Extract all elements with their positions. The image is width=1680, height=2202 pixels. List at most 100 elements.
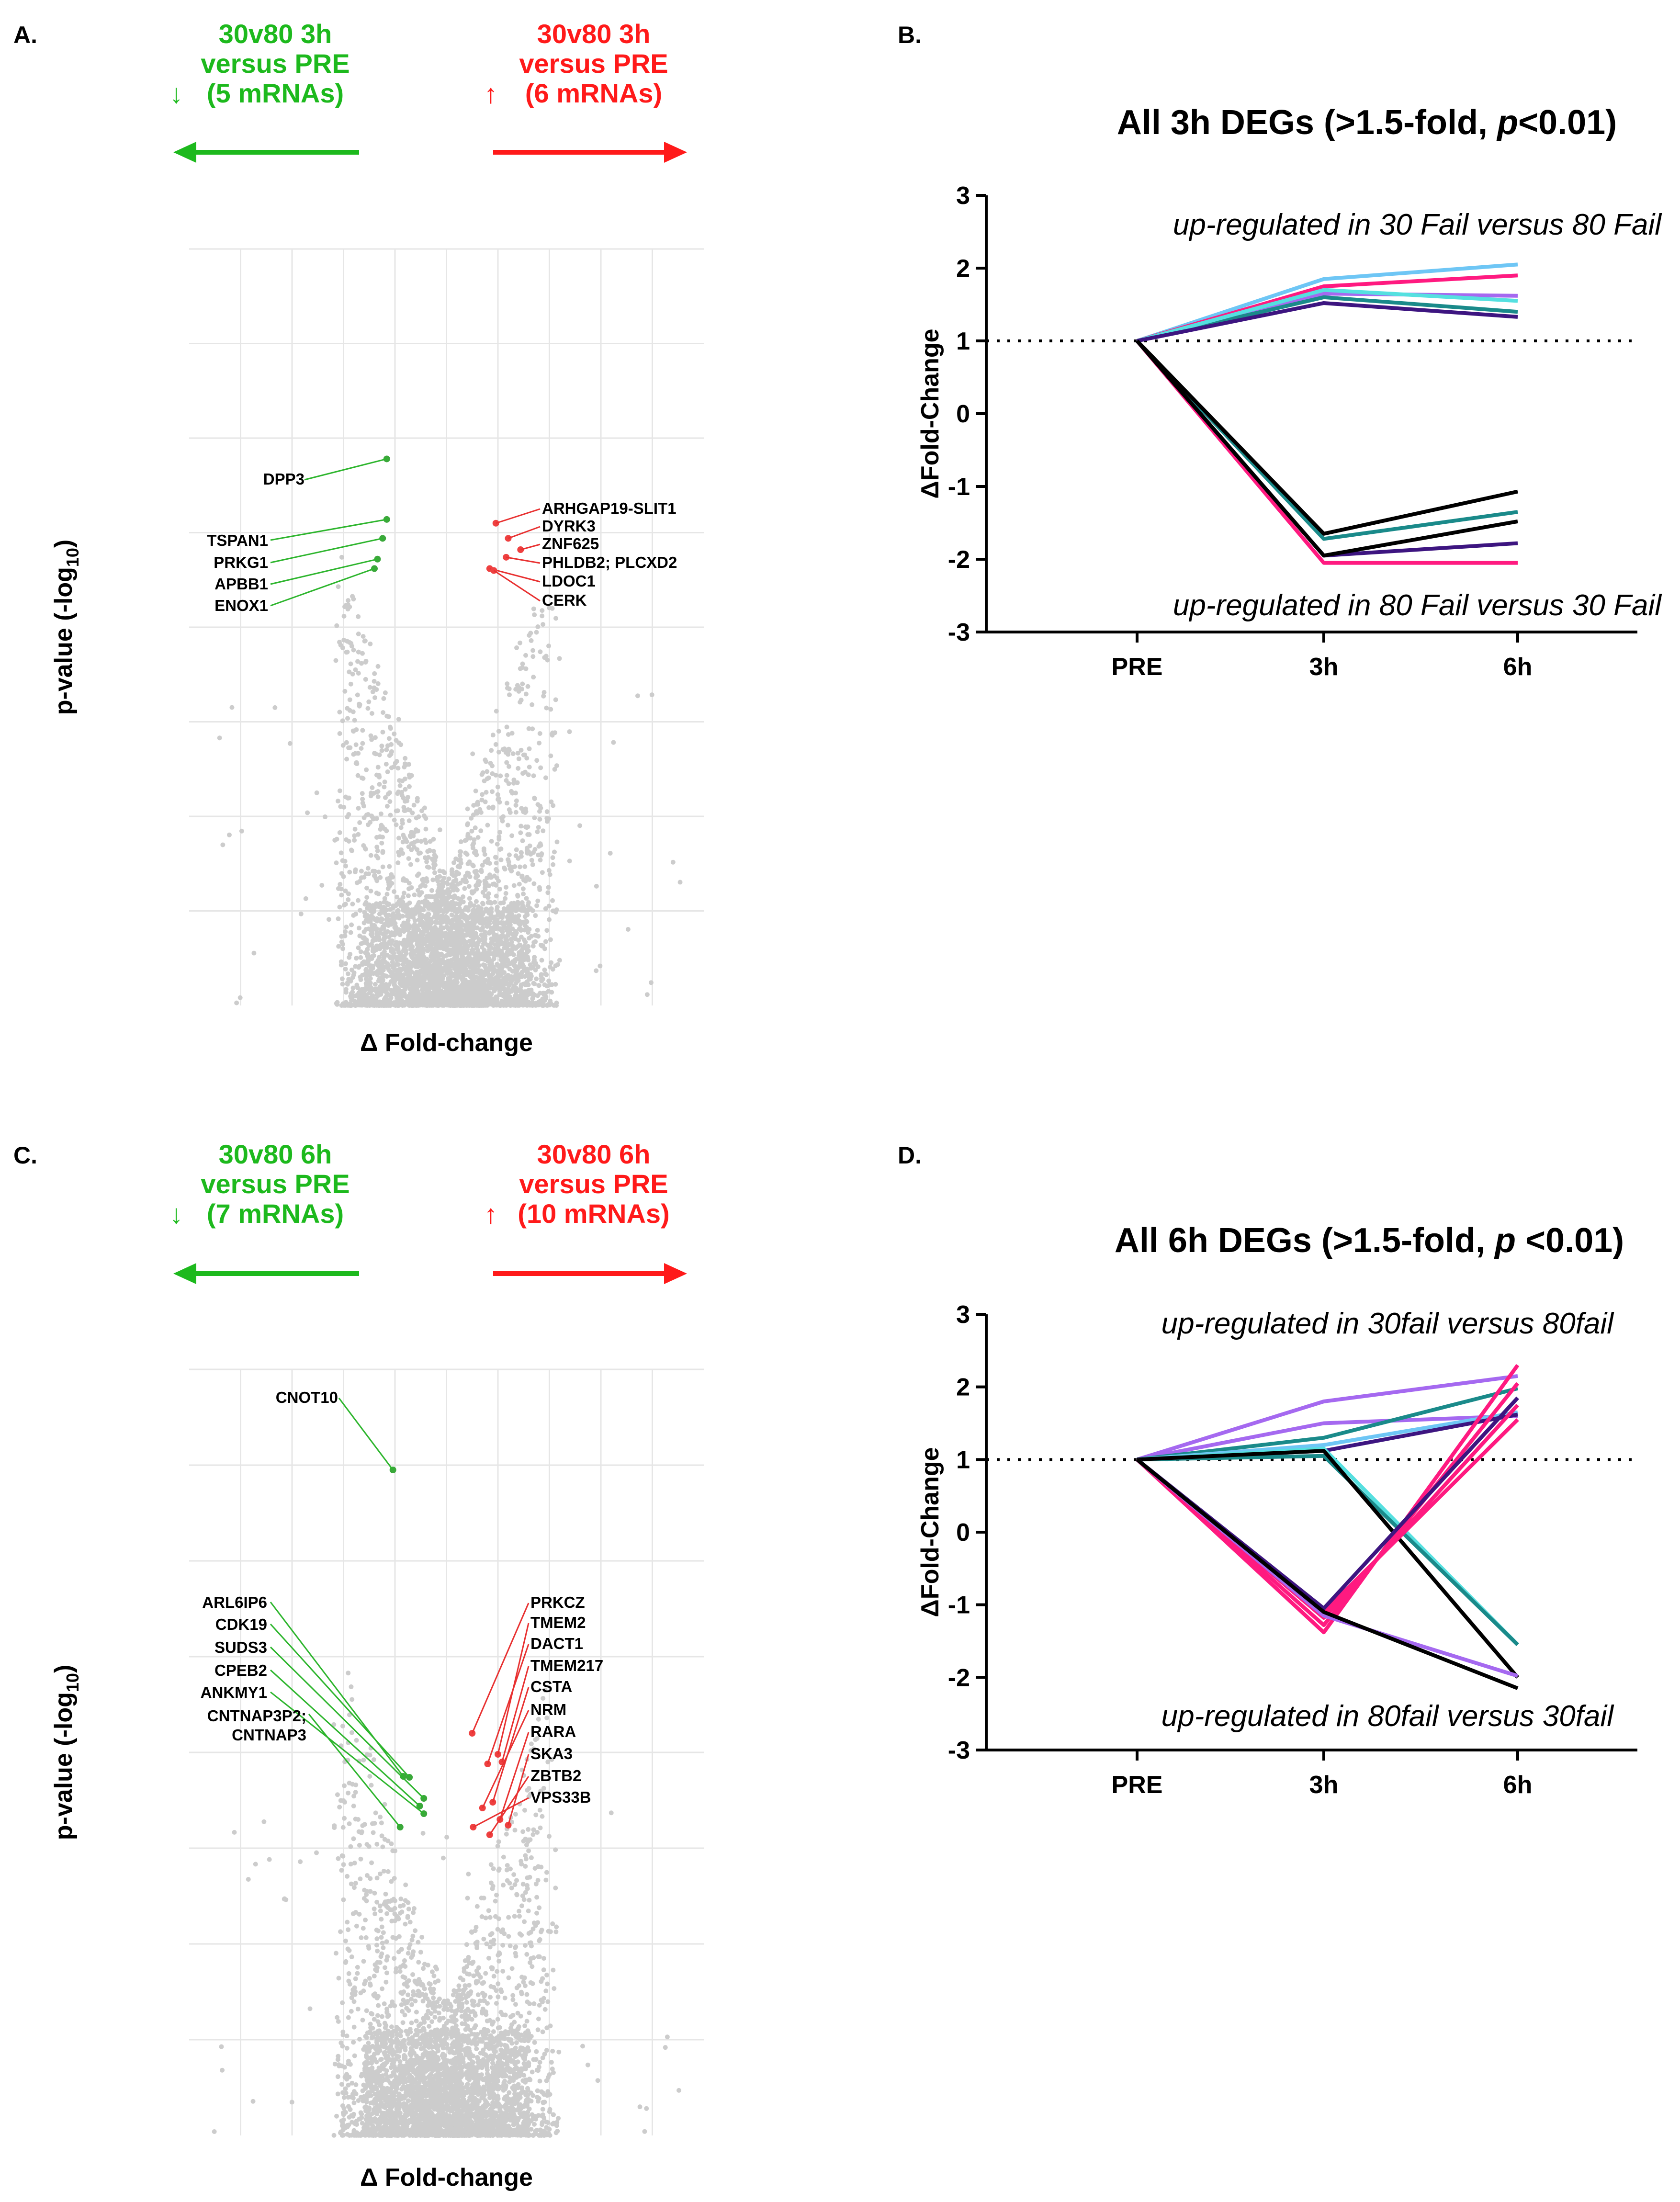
data-point (340, 2000, 345, 2005)
data-point (372, 695, 378, 700)
data-point (490, 805, 496, 811)
data-point (507, 764, 512, 769)
data-point (497, 910, 502, 915)
gene-label: PHLDB2; PLCXD2 (542, 553, 677, 571)
gene-label: DPP3 (263, 470, 304, 488)
chart-title-main: All 3h DEGs (>1.5-fold, (1117, 103, 1497, 142)
data-point (427, 905, 432, 911)
data-point (548, 998, 553, 1004)
data-point (553, 1886, 558, 1891)
data-point (370, 910, 375, 915)
data-point (379, 1924, 384, 1930)
y-tick-label: 0 (956, 400, 970, 428)
data-point (356, 945, 361, 950)
data-point (350, 709, 356, 714)
data-point (351, 752, 356, 757)
data-point (345, 971, 350, 976)
data-point (551, 908, 556, 914)
data-point (343, 987, 349, 992)
data-point (362, 638, 368, 644)
data-point (455, 907, 460, 912)
data-point (524, 1000, 530, 1005)
data-point (402, 937, 407, 943)
gene-label: APBB1 (214, 575, 268, 593)
data-point (340, 941, 345, 947)
data-point (530, 2069, 535, 2075)
data-point (366, 998, 372, 1004)
data-point (440, 897, 445, 903)
data-point (450, 988, 455, 994)
data-point (541, 2092, 547, 2097)
data-point (377, 752, 382, 757)
data-point (485, 860, 490, 865)
data-point (507, 692, 512, 698)
data-point (366, 699, 372, 704)
data-point (404, 878, 409, 883)
data-point (379, 748, 384, 753)
data-point (363, 658, 369, 664)
data-point (384, 892, 390, 897)
data-point (371, 816, 376, 822)
data-point (334, 860, 339, 866)
data-point (384, 828, 389, 834)
data-point (500, 747, 506, 752)
data-point (348, 930, 353, 935)
data-point (358, 989, 363, 994)
data-point (368, 888, 373, 893)
data-point (538, 649, 543, 655)
data-point (515, 780, 520, 785)
data-point (519, 874, 525, 880)
data-point (373, 751, 378, 757)
data-point (362, 914, 368, 919)
data-point (516, 756, 521, 761)
data-point (495, 904, 500, 910)
data-point (516, 943, 521, 948)
data-point (529, 858, 534, 863)
data-point (382, 2001, 387, 2006)
data-point (343, 1003, 348, 1008)
data-point (494, 867, 499, 872)
data-point (524, 946, 530, 951)
data-point (521, 752, 526, 757)
data-point (419, 962, 425, 968)
data-point (372, 986, 378, 992)
data-point (450, 902, 455, 907)
data-point (443, 931, 448, 936)
data-point (348, 994, 353, 999)
leader-line (496, 508, 541, 524)
data-point (384, 974, 389, 979)
data-point (349, 998, 354, 1003)
data-point (529, 934, 534, 939)
data-point (540, 870, 545, 875)
data-point (334, 836, 339, 842)
data-point (431, 1973, 437, 1978)
data-point (500, 814, 506, 819)
data-point (550, 606, 555, 611)
data-point (396, 740, 402, 745)
data-point (396, 836, 401, 841)
y-axis-label-close: ) (50, 540, 78, 548)
data-point (340, 982, 345, 987)
data-point (361, 1757, 366, 1762)
data-point (406, 795, 411, 800)
data-point (357, 820, 362, 825)
data-point (457, 919, 462, 924)
data-point (338, 850, 344, 856)
data-point (460, 877, 465, 882)
data-point (535, 964, 541, 970)
data-point (370, 926, 375, 932)
data-point (396, 949, 401, 955)
data-point (416, 955, 421, 960)
data-point (510, 977, 516, 982)
data-point (378, 875, 383, 880)
data-point (368, 919, 373, 924)
data-point (538, 999, 543, 1004)
data-point (404, 957, 409, 962)
data-point (496, 729, 501, 734)
data-point (381, 1930, 386, 1935)
data-point (399, 903, 404, 908)
data-point (481, 982, 486, 987)
data-point (479, 945, 485, 950)
data-point (356, 832, 361, 837)
down-header-line: 30v80 3h (219, 19, 332, 49)
